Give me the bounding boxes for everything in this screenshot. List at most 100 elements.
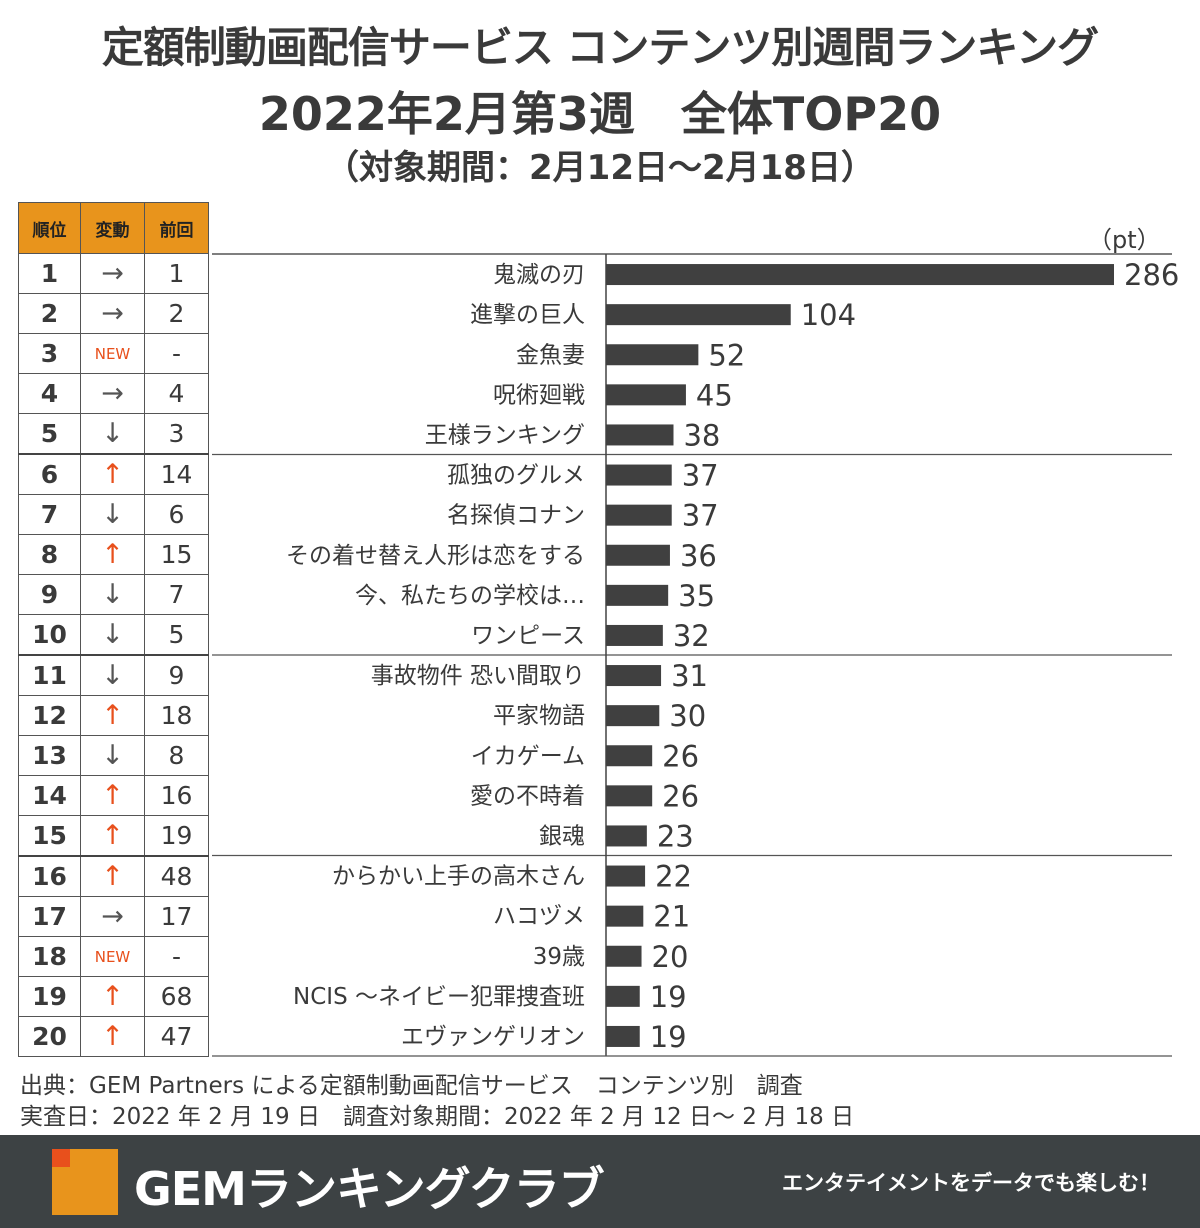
bar xyxy=(606,424,674,446)
rank-table-body: 1 → 1 2 → 2 3 NEW -4 → 4 5 ↓ 3 6 ↑ 14 7 ↓ 6 8 ↑ 15 9 ↓ 7 10 ↓ 5 11 ↓ 9 1… xyxy=(18,253,209,1057)
value-label: 23 xyxy=(657,819,694,853)
table-row: 1 → 1 xyxy=(18,253,209,294)
table-row: 12 ↑ 18 xyxy=(18,695,209,736)
rank-cell: 14 xyxy=(18,775,81,816)
previous-rank-cell: 18 xyxy=(144,695,209,736)
bar xyxy=(606,745,653,767)
previous-rank-cell: - xyxy=(144,333,209,374)
rank-cell: 11 xyxy=(18,654,81,696)
table-row: 7 ↓ 6 xyxy=(18,494,209,535)
rank-table-header: 順位 変動 前回 xyxy=(18,202,209,254)
rank-cell: 20 xyxy=(18,1016,81,1057)
value-label: 286 xyxy=(1124,258,1179,292)
value-label: 52 xyxy=(708,338,745,372)
previous-rank-cell: 47 xyxy=(144,1016,209,1057)
category-label: 愛の不時着 xyxy=(470,783,585,809)
change-cell: ↓ xyxy=(80,494,145,535)
previous-rank-cell: 2 xyxy=(144,293,209,334)
table-row: 14 ↑ 16 xyxy=(18,775,209,816)
change-cell: ↓ xyxy=(80,654,145,696)
change-cell: ↓ xyxy=(80,614,145,656)
previous-rank-cell: 15 xyxy=(144,534,209,575)
footer-brand: GEMランキングクラブ xyxy=(134,1162,605,1216)
table-row: 17 → 17 xyxy=(18,896,209,937)
bar xyxy=(606,785,653,807)
table-row: 18 NEW - xyxy=(18,936,209,977)
change-cell: ↓ xyxy=(80,735,145,776)
category-label: 進撃の巨人 xyxy=(470,302,585,328)
chart-period: （対象期間：2月12日～2月18日） xyxy=(325,148,875,188)
category-label: 名探偵コナン xyxy=(447,503,585,529)
category-label: イカゲーム xyxy=(471,743,585,769)
category-label: 金魚妻 xyxy=(516,342,585,368)
previous-rank-cell: 16 xyxy=(144,775,209,816)
category-label: 平家物語 xyxy=(493,703,585,729)
previous-rank-cell: - xyxy=(144,936,209,977)
bar xyxy=(606,985,640,1007)
gem-logo-icon xyxy=(52,1149,118,1215)
bar xyxy=(606,584,669,606)
category-label: 今、私たちの学校は… xyxy=(355,583,585,609)
bar xyxy=(606,264,1114,286)
category-label: からかい上手の高木さん xyxy=(332,864,585,890)
value-label: 104 xyxy=(801,298,856,332)
value-label: 31 xyxy=(671,659,708,693)
previous-rank-cell: 1 xyxy=(144,253,209,294)
rank-cell: 4 xyxy=(18,373,81,414)
table-row: 6 ↑ 14 xyxy=(18,453,209,495)
value-label: 35 xyxy=(678,579,715,613)
change-cell: → xyxy=(80,293,145,334)
rank-cell: 12 xyxy=(18,695,81,736)
category-label: 39歳 xyxy=(533,944,585,970)
category-label: 銀魂 xyxy=(539,823,585,849)
category-label: 鬼滅の刃 xyxy=(493,262,585,288)
change-cell: ↓ xyxy=(80,574,145,615)
rank-table: 順位 変動 前回 1 → 1 2 → 2 3 NEW -4 → 4 5 ↓ 3 6 ↑ 14 7 ↓ 6 8 ↑ 15 9 ↓ 7… xyxy=(18,202,209,1057)
rank-cell: 10 xyxy=(18,614,81,656)
bar xyxy=(606,865,646,887)
table-row: 20 ↑ 47 xyxy=(18,1016,209,1057)
value-label: 32 xyxy=(673,619,710,653)
table-row: 11 ↓ 9 xyxy=(18,654,209,696)
rank-cell: 9 xyxy=(18,574,81,615)
previous-rank-cell: 7 xyxy=(144,574,209,615)
footer-bar: GEMランキングクラブ エンタテイメントをデータでも楽しむ！ xyxy=(0,1135,1200,1228)
source-note: 出典：GEM Partners による定額制動画配信サービス コンテンツ別 調査 xyxy=(20,1073,803,1099)
change-cell: → xyxy=(80,373,145,414)
change-cell: ↑ xyxy=(80,534,145,575)
category-label: 事故物件 恐い間取り xyxy=(371,663,585,689)
category-label: ハコヅメ xyxy=(493,904,585,930)
table-row: 8 ↑ 15 xyxy=(18,534,209,575)
table-row: 16 ↑ 48 xyxy=(18,855,209,897)
footer-tagline: エンタテイメントをデータでも楽しむ！ xyxy=(782,1171,1160,1195)
value-label: 26 xyxy=(662,779,699,813)
table-row: 4 → 4 xyxy=(18,373,209,414)
bar-chart: 鬼滅の刃 286 進撃の巨人 104 金魚妻 52 呪術廻戦 45 王様ランキング 38 孤独のグル… xyxy=(212,253,1179,1057)
rank-cell: 16 xyxy=(18,855,81,897)
rank-cell: 7 xyxy=(18,494,81,535)
value-label: 30 xyxy=(669,699,706,733)
category-label: 呪術廻戦 xyxy=(493,382,585,408)
rank-cell: 2 xyxy=(18,293,81,334)
bar xyxy=(606,344,699,366)
value-label: 45 xyxy=(696,378,733,412)
change-cell: → xyxy=(80,896,145,937)
rank-cell: 6 xyxy=(18,453,81,495)
rank-cell: 13 xyxy=(18,735,81,776)
category-label: NCIS ～ネイビー犯罪捜査班 xyxy=(293,984,585,1010)
bar xyxy=(606,905,644,927)
change-cell: ↑ xyxy=(80,775,145,816)
bar xyxy=(606,544,670,566)
previous-rank-cell: 4 xyxy=(144,373,209,414)
value-label: 37 xyxy=(682,499,719,533)
unit-label: （pt） xyxy=(1088,226,1161,254)
category-label: 孤独のグルメ xyxy=(447,463,585,489)
chart-subtitle: 2022年2月第3週 全体TOP20 xyxy=(258,87,942,141)
bar xyxy=(606,504,672,526)
chart-title: 定額制動画配信サービス コンテンツ別週間ランキング xyxy=(101,23,1099,72)
bar xyxy=(606,705,660,727)
change-cell: → xyxy=(80,253,145,294)
previous-rank-cell: 9 xyxy=(144,654,209,696)
change-cell: NEW xyxy=(80,333,145,374)
rank-cell: 1 xyxy=(18,253,81,294)
